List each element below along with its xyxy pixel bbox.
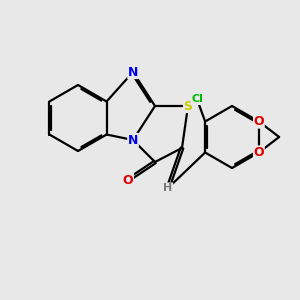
Text: N: N bbox=[128, 65, 138, 79]
Text: Cl: Cl bbox=[191, 94, 203, 104]
Text: O: O bbox=[123, 173, 133, 187]
Text: O: O bbox=[254, 146, 264, 159]
Text: O: O bbox=[254, 115, 264, 128]
Text: N: N bbox=[128, 134, 138, 146]
Text: H: H bbox=[164, 183, 172, 193]
Text: S: S bbox=[184, 100, 193, 112]
